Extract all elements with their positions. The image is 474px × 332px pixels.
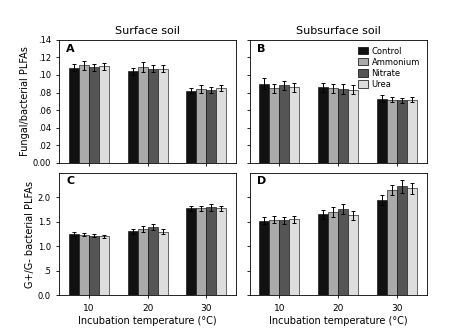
Text: D: D: [257, 176, 266, 186]
Bar: [196, 89, 206, 163]
Bar: [387, 100, 397, 163]
Bar: [147, 227, 157, 295]
Bar: [206, 90, 217, 163]
Bar: [407, 100, 417, 163]
Bar: [69, 234, 79, 295]
Bar: [217, 208, 227, 295]
Bar: [348, 215, 358, 295]
Bar: [99, 236, 109, 295]
Bar: [217, 88, 227, 163]
Bar: [377, 200, 387, 295]
Title: Subsurface soil: Subsurface soil: [296, 26, 381, 36]
Bar: [79, 234, 89, 295]
Bar: [99, 66, 109, 163]
X-axis label: Incubation temperature (°C): Incubation temperature (°C): [78, 316, 217, 326]
Bar: [69, 68, 79, 163]
Bar: [318, 87, 328, 163]
X-axis label: Incubation temperature (°C): Incubation temperature (°C): [269, 316, 408, 326]
Bar: [318, 214, 328, 295]
Bar: [348, 90, 358, 163]
Y-axis label: Fungal/bacterial PLFAs: Fungal/bacterial PLFAs: [20, 46, 30, 156]
Legend: Control, Ammonium, Nitrate, Urea: Control, Ammonium, Nitrate, Urea: [356, 44, 422, 91]
Text: A: A: [66, 43, 75, 53]
Bar: [157, 232, 168, 295]
Y-axis label: G+/G- bacterial PLFAs: G+/G- bacterial PLFAs: [25, 181, 35, 288]
Bar: [128, 231, 137, 295]
Bar: [397, 186, 407, 295]
Bar: [290, 87, 300, 163]
Bar: [137, 67, 147, 163]
Bar: [407, 188, 417, 295]
Bar: [259, 221, 269, 295]
Bar: [128, 71, 137, 163]
Bar: [338, 209, 348, 295]
Text: B: B: [257, 43, 265, 53]
Bar: [89, 67, 99, 163]
Bar: [328, 212, 338, 295]
Bar: [280, 85, 290, 163]
Bar: [280, 220, 290, 295]
Bar: [137, 229, 147, 295]
Bar: [269, 220, 280, 295]
Bar: [186, 208, 196, 295]
Bar: [157, 69, 168, 163]
Bar: [338, 89, 348, 163]
Bar: [79, 65, 89, 163]
Text: C: C: [66, 176, 74, 186]
Bar: [290, 219, 300, 295]
Bar: [397, 100, 407, 163]
Bar: [377, 99, 387, 163]
Bar: [186, 91, 196, 163]
Bar: [147, 69, 157, 163]
Bar: [89, 235, 99, 295]
Bar: [328, 88, 338, 163]
Bar: [206, 208, 217, 295]
Title: Surface soil: Surface soil: [115, 26, 180, 36]
Bar: [196, 208, 206, 295]
Bar: [269, 88, 280, 163]
Bar: [259, 84, 269, 163]
Bar: [387, 190, 397, 295]
